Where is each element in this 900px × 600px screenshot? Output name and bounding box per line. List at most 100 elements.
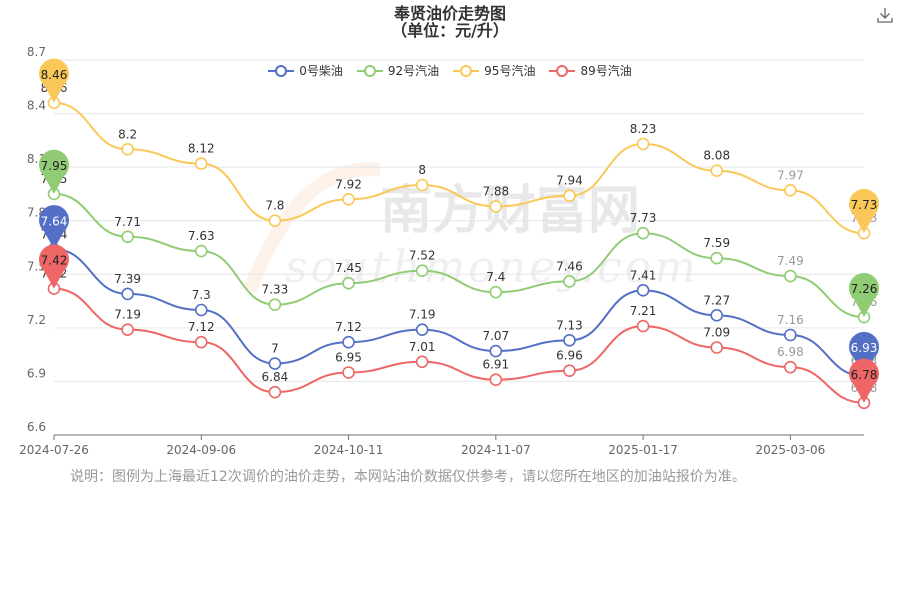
data-label: 7.63 <box>188 229 215 243</box>
data-point[interactable] <box>489 200 503 213</box>
data-point[interactable] <box>194 157 208 170</box>
markpoint-shape <box>39 244 69 289</box>
x-tick-label: 2024-09-06 <box>166 443 236 457</box>
data-point[interactable] <box>268 214 282 228</box>
data-point[interactable] <box>194 335 208 349</box>
data-label: 7.8 <box>265 199 284 213</box>
data-point[interactable] <box>121 230 134 244</box>
data-point[interactable] <box>710 341 724 354</box>
data-point[interactable] <box>121 142 134 156</box>
data-label: 7.49 <box>777 254 804 268</box>
markpoint-pin: 7.42 <box>39 244 69 289</box>
data-label: 7.09 <box>703 326 730 340</box>
legend-item[interactable]: 95号汽油 <box>453 62 535 79</box>
markpoint-pin: 6.93 <box>849 331 880 377</box>
data-point[interactable] <box>268 298 282 311</box>
data-point[interactable] <box>636 319 650 333</box>
data-point[interactable] <box>415 355 429 369</box>
data-label: 7.94 <box>556 174 583 188</box>
markpoint-label: 6.78 <box>851 368 878 382</box>
data-point[interactable] <box>784 328 797 342</box>
data-label: 7.97 <box>777 168 804 182</box>
data-point[interactable] <box>636 284 650 297</box>
data-label: 7.27 <box>703 293 730 307</box>
markpoint-pin: 7.26 <box>849 272 880 318</box>
series-1: 7.957.717.637.337.457.527.47.467.737.597… <box>41 172 877 324</box>
legend-item[interactable]: 0号柴油 <box>268 62 343 79</box>
markpoint-label: 7.42 <box>41 254 68 268</box>
data-point[interactable] <box>268 385 282 399</box>
legend-item[interactable]: 89号汽油 <box>549 62 632 79</box>
series-line <box>53 192 865 319</box>
y-tick-label: 8.7 <box>27 45 46 59</box>
data-label: 7.71 <box>114 215 141 229</box>
markpoint-label: 7.26 <box>851 282 878 296</box>
markpoint-label: 6.93 <box>851 341 878 355</box>
legend-label: 95号汽油 <box>484 64 536 78</box>
data-point[interactable] <box>710 251 724 265</box>
data-label: 6.91 <box>482 358 509 372</box>
legend-label: 92号汽油 <box>387 64 440 78</box>
data-point[interactable] <box>342 335 355 349</box>
data-point[interactable] <box>415 323 429 336</box>
data-point[interactable] <box>489 285 503 299</box>
data-label: 7.88 <box>482 184 509 198</box>
data-label: 7.21 <box>630 304 657 318</box>
data-point[interactable] <box>563 189 576 203</box>
legend-label: 0号柴油 <box>299 64 343 78</box>
series-line <box>53 287 865 404</box>
data-point[interactable] <box>784 184 797 197</box>
series-2: 8.468.28.127.87.9287.887.948.238.087.977… <box>41 81 877 240</box>
x-tick-label: 2024-07-26 <box>19 443 89 457</box>
data-point[interactable] <box>784 360 797 374</box>
data-point[interactable] <box>784 269 797 283</box>
data-label: 7.12 <box>335 320 362 334</box>
data-point[interactable] <box>710 309 724 322</box>
download-icon[interactable] <box>876 6 894 24</box>
data-point[interactable] <box>636 226 650 240</box>
data-point[interactable] <box>489 344 503 358</box>
data-label: 8.08 <box>703 149 730 163</box>
data-label: 7.73 <box>630 211 657 225</box>
data-point[interactable] <box>415 178 429 192</box>
data-label: 6.84 <box>262 370 289 384</box>
data-point[interactable] <box>342 276 355 290</box>
markpoint-pin: 7.64 <box>39 205 69 250</box>
data-point[interactable] <box>121 287 134 301</box>
x-tick-label: 2025-03-06 <box>755 443 825 457</box>
data-point[interactable] <box>710 164 724 178</box>
series-line <box>53 101 865 235</box>
footnote: 说明：图例为上海最近12次调价的油价走势，本网站油价数据仅供参考，请以您所在地区… <box>70 469 746 485</box>
data-point[interactable] <box>563 334 576 347</box>
data-point[interactable] <box>489 373 503 386</box>
markpoint-pin: 8.46 <box>39 58 69 103</box>
markpoint-shape <box>39 149 69 194</box>
markpoint-shape <box>849 358 880 403</box>
data-point[interactable] <box>121 323 134 336</box>
data-label: 7.4 <box>486 270 505 284</box>
chart-subtitle: （单位：元/升） <box>391 21 509 40</box>
data-label: 7.19 <box>409 308 436 322</box>
legend-item[interactable]: 92号汽油 <box>356 62 440 79</box>
legend: 0号柴油 92号汽油 95号汽油 89号汽油 <box>0 62 900 79</box>
data-label: 8.23 <box>630 122 657 136</box>
data-point[interactable] <box>563 364 576 378</box>
data-point[interactable] <box>415 264 429 278</box>
data-point[interactable] <box>563 275 576 288</box>
data-point[interactable] <box>342 366 355 379</box>
data-point[interactable] <box>194 244 208 258</box>
markpoint-pin: 7.95 <box>39 149 69 194</box>
data-point[interactable] <box>342 192 355 206</box>
data-point[interactable] <box>636 137 650 151</box>
data-label: 7.3 <box>192 288 211 302</box>
data-point[interactable] <box>268 357 282 370</box>
data-label: 7.92 <box>335 177 362 191</box>
y-tick-label: 6.9 <box>27 366 46 380</box>
markpoint-label: 8.46 <box>41 68 68 82</box>
data-label: 8 <box>418 163 426 177</box>
data-label: 7 <box>271 342 279 356</box>
y-tick-label: 6.6 <box>27 420 46 434</box>
data-point[interactable] <box>194 303 208 317</box>
x-tick-label: 2025-01-17 <box>608 443 678 457</box>
